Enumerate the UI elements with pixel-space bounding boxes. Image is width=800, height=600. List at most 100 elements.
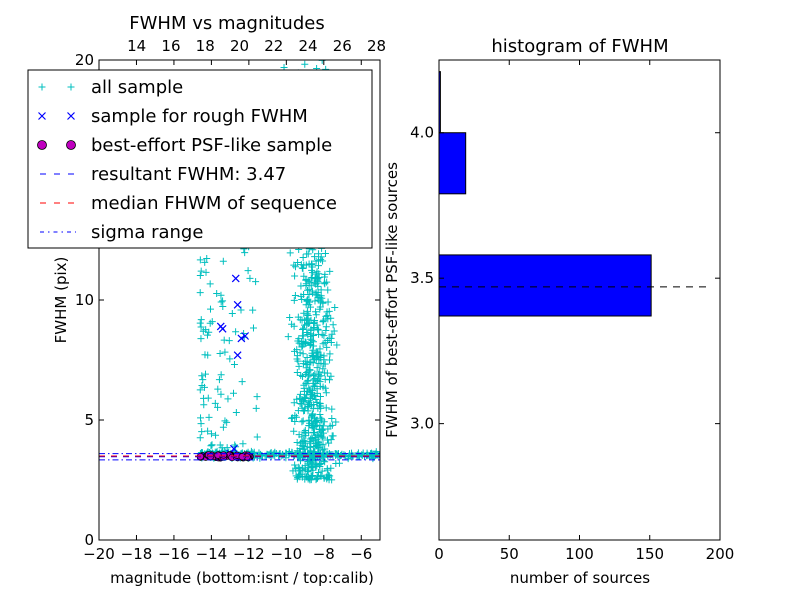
- all-sample-point: [309, 331, 317, 339]
- all-sample-point: [291, 412, 299, 420]
- all-sample-point: [206, 305, 214, 313]
- all-sample-point: [327, 314, 335, 322]
- top-tick-label: 16: [161, 37, 180, 55]
- all-sample-point: [212, 431, 220, 439]
- all-sample-point: [325, 439, 333, 447]
- y-tick-label: 20: [75, 51, 94, 69]
- all-sample-point: [318, 446, 326, 454]
- all-sample-point: [321, 270, 329, 278]
- legend-label: all sample: [91, 77, 183, 98]
- x-tick-label: 200: [706, 545, 735, 563]
- all-sample-point: [332, 459, 340, 467]
- all-sample-point: [327, 436, 335, 444]
- all-sample-point: [293, 368, 301, 376]
- all-sample-point: [305, 301, 313, 309]
- all-sample-point: [311, 297, 319, 305]
- all-sample-point: [326, 267, 334, 275]
- all-sample-point: [214, 403, 222, 411]
- all-sample-point: [311, 370, 319, 378]
- histogram-x-label: number of sources: [510, 569, 650, 587]
- all-sample-point: [299, 339, 307, 347]
- all-sample-point: [197, 267, 205, 275]
- y-tick-label: 5: [84, 411, 94, 429]
- legend-marker: [38, 112, 46, 120]
- all-sample-point: [308, 336, 316, 344]
- all-sample-point: [201, 370, 209, 378]
- top-tick-label: 18: [196, 37, 215, 55]
- all-sample-point: [308, 266, 316, 274]
- all-sample-point: [196, 434, 204, 442]
- all-sample-point: [356, 453, 364, 461]
- all-sample-point: [304, 330, 312, 338]
- all-sample-point: [312, 311, 320, 319]
- rough-fwhm-point: [241, 332, 250, 340]
- all-sample-point: [311, 275, 319, 283]
- all-sample-point: [208, 441, 216, 449]
- scatter-y-label: FWHM (pix): [52, 257, 70, 344]
- all-sample-point: [197, 335, 205, 343]
- all-sample-point: [348, 451, 356, 459]
- x-tick-label: 0: [434, 545, 444, 563]
- y-tick-label: 10: [75, 291, 94, 309]
- legend-marker: [67, 112, 75, 120]
- scatter-x-label: magnitude (bottom:isnt / top:calib): [110, 569, 374, 587]
- all-sample-point: [313, 398, 321, 406]
- rough-fwhm-point: [229, 444, 238, 453]
- all-sample-point: [298, 395, 306, 403]
- all-sample-point: [306, 278, 314, 286]
- all-sample-point: [322, 326, 330, 334]
- legend-label: sigma range: [91, 222, 203, 243]
- all-sample-point: [208, 318, 216, 326]
- all-sample-point: [301, 60, 309, 68]
- all-sample-point: [197, 316, 205, 324]
- all-sample-point: [323, 308, 331, 316]
- all-sample-point: [311, 392, 319, 400]
- all-sample-point: [291, 292, 299, 300]
- all-sample-point: [305, 286, 313, 294]
- all-sample-point: [321, 369, 329, 377]
- all-sample-point: [196, 319, 204, 327]
- all-sample-point: [221, 417, 229, 425]
- all-sample-point: [254, 451, 262, 459]
- all-sample-point: [291, 263, 299, 271]
- y-tick-label: 3.5: [410, 269, 434, 287]
- scatter-panel: FWHM vs magnitudes 14 16 18 20 22 24 26 28 −20−…: [27, 13, 386, 587]
- all-sample-point: [294, 473, 302, 481]
- all-sample-point: [300, 437, 308, 445]
- all-sample-point: [312, 280, 320, 288]
- all-sample-point: [317, 416, 325, 424]
- all-sample-point: [197, 414, 205, 422]
- all-sample-point: [326, 376, 334, 384]
- all-sample-point: [298, 264, 306, 272]
- legend-marker: [37, 140, 47, 150]
- all-sample-point: [320, 418, 328, 426]
- all-sample-point: [299, 360, 307, 368]
- x-tick-label: −6: [350, 545, 372, 563]
- all-sample-point: [297, 451, 305, 459]
- all-sample-point: [300, 384, 308, 392]
- all-sample-point: [302, 432, 310, 440]
- all-sample-point: [326, 472, 334, 480]
- legend-label: sample for rough FWHM: [91, 106, 308, 127]
- rough-fwhm-point: [233, 351, 242, 360]
- all-sample-point: [300, 291, 308, 299]
- all-sample-point: [318, 426, 326, 434]
- all-sample-point: [207, 430, 215, 438]
- all-sample-point: [217, 291, 225, 299]
- all-sample-point: [291, 461, 299, 469]
- all-sample-point: [307, 335, 315, 343]
- all-sample-point: [314, 469, 322, 477]
- all-sample-point: [249, 324, 257, 332]
- all-sample-point: [296, 390, 304, 398]
- all-sample-point: [300, 428, 308, 436]
- all-sample-point: [327, 334, 335, 342]
- all-sample-point: [219, 257, 227, 265]
- scatter-title: FWHM vs magnitudes: [129, 13, 324, 34]
- all-sample-point: [303, 286, 311, 294]
- all-sample-point: [290, 322, 298, 330]
- all-sample-point: [304, 403, 312, 411]
- scatter-top-axis: 14 16 18 20 22 24 26 28: [127, 37, 386, 55]
- top-tick-label: 20: [230, 37, 249, 55]
- all-sample-point: [295, 464, 303, 472]
- all-sample-point: [224, 395, 232, 403]
